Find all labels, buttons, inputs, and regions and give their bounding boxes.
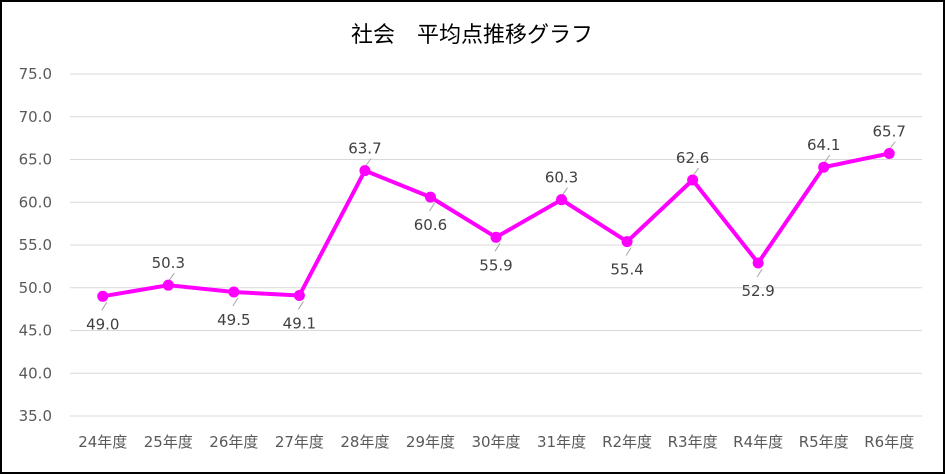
data-label: 64.1 [807,136,840,154]
gridlines [70,73,922,417]
y-axis-tick-labels: 35.0 40.0 45.0 50.0 55.0 60.0 65.0 70.0 75.0 [19,65,52,425]
y-tick-label: 70.0 [19,108,52,126]
y-tick-label: 45.0 [19,322,52,340]
data-label: 65.7 [873,123,906,141]
leader-line [297,301,304,310]
leader-line [693,167,700,176]
x-tick-label: 28年度 [340,433,389,451]
x-tick-label: R3年度 [668,433,718,451]
leader-line [232,297,239,307]
data-label-leaders [101,141,896,311]
x-tick-label: 24年度 [78,433,127,451]
leader-line [494,243,501,252]
x-tick-label: R2年度 [602,433,652,451]
leader-line [889,141,896,149]
leader-line [562,187,568,195]
x-tick-label: 30年度 [471,433,520,451]
data-point [424,191,436,203]
y-tick-label: 40.0 [19,364,52,382]
leader-line [101,302,108,311]
data-point [752,257,764,269]
leader-line [756,268,763,278]
leader-line [625,247,632,256]
data-point [621,236,633,248]
x-tick-label: 26年度 [209,433,258,451]
x-tick-label: R6年度 [864,433,914,451]
data-label: 55.9 [479,256,512,274]
leader-line [365,158,372,166]
data-label: 50.3 [152,254,185,272]
data-point [883,148,895,160]
x-axis-tick-labels: 24年度 25年度 26年度 27年度 28年度 29年度 30年度 31年度 R2年度 R3年度… [78,433,914,451]
x-tick-label: R4年度 [733,433,783,451]
series-polyline [100,151,892,299]
y-tick-label: 50.0 [19,279,52,297]
data-label: 49.0 [86,315,119,333]
series-points [97,148,895,302]
data-point [556,194,568,206]
data-label: 60.6 [414,216,447,234]
y-tick-label: 60.0 [19,193,52,211]
data-point [228,286,240,298]
x-tick-label: R5年度 [799,433,849,451]
data-label: 55.4 [610,261,643,279]
data-label: 62.6 [676,149,709,167]
data-point [359,165,371,177]
data-point [687,174,699,186]
data-label: 49.1 [283,314,316,332]
leader-line [824,154,831,163]
x-tick-label: 29年度 [406,433,455,451]
chart-title: 社会 平均点推移グラフ [351,23,593,48]
leader-line [168,272,175,281]
data-label: 52.9 [741,282,774,300]
x-tick-label: 31年度 [537,433,586,451]
data-point [162,279,174,291]
data-label: 49.5 [217,311,250,329]
data-label: 63.7 [348,140,381,158]
y-tick-label: 65.0 [19,151,52,169]
data-point [490,231,502,243]
y-tick-label: 75.0 [19,65,52,83]
data-point [818,161,830,173]
x-tick-label: 25年度 [144,433,193,451]
data-point [97,290,109,302]
data-labels: 49.0 50.3 49.5 49.1 63.7 60.6 55.9 60.3 55.4 62.6… [86,123,906,334]
data-label: 60.3 [545,169,578,187]
x-tick-label: 27年度 [275,433,324,451]
leader-line [429,202,435,212]
data-point [293,289,305,301]
y-tick-label: 55.0 [19,236,52,254]
series-line [100,151,892,299]
y-tick-label: 35.0 [19,407,52,425]
